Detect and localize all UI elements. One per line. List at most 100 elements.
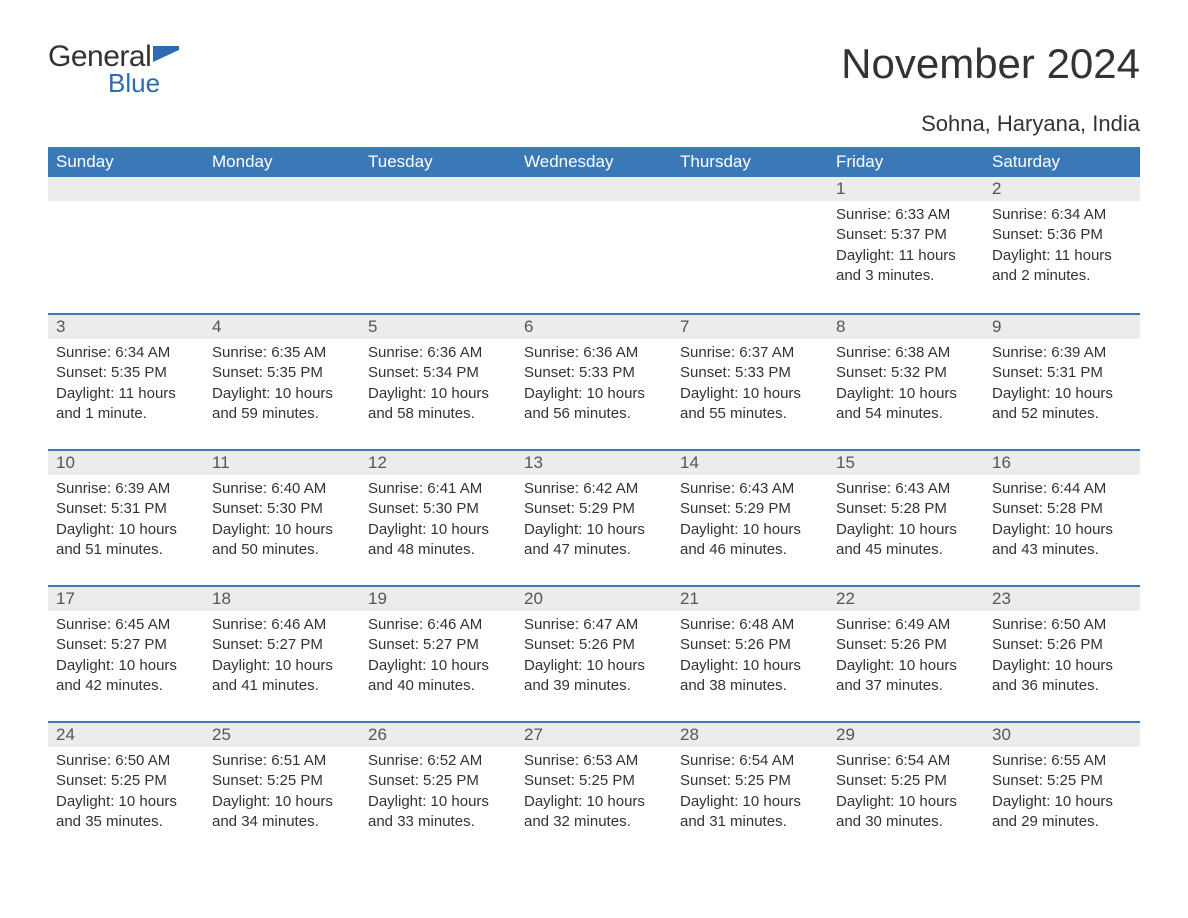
daylight-line: Daylight: 10 hours and 40 minutes. <box>368 656 508 697</box>
empty-day-header <box>360 177 516 201</box>
sunset-line: Sunset: 5:26 PM <box>992 635 1132 655</box>
location-label: Sohna, Haryana, India <box>48 111 1140 137</box>
daylight-line: Daylight: 10 hours and 47 minutes. <box>524 520 664 561</box>
calendar-cell: 17Sunrise: 6:45 AMSunset: 5:27 PMDayligh… <box>48 585 204 721</box>
calendar-cell: 22Sunrise: 6:49 AMSunset: 5:26 PMDayligh… <box>828 585 984 721</box>
daylight-line: Daylight: 10 hours and 30 minutes. <box>836 792 976 833</box>
sunrise-line: Sunrise: 6:39 AM <box>56 479 196 499</box>
calendar-cell: 15Sunrise: 6:43 AMSunset: 5:28 PMDayligh… <box>828 449 984 585</box>
day-number: 3 <box>48 313 204 339</box>
sunrise-line: Sunrise: 6:39 AM <box>992 343 1132 363</box>
sunset-line: Sunset: 5:36 PM <box>992 225 1132 245</box>
day-number: 28 <box>672 721 828 747</box>
calendar-cell <box>48 177 204 313</box>
calendar-cell: 21Sunrise: 6:48 AMSunset: 5:26 PMDayligh… <box>672 585 828 721</box>
day-number: 4 <box>204 313 360 339</box>
calendar-cell: 13Sunrise: 6:42 AMSunset: 5:29 PMDayligh… <box>516 449 672 585</box>
sunset-line: Sunset: 5:31 PM <box>56 499 196 519</box>
calendar-cell: 30Sunrise: 6:55 AMSunset: 5:25 PMDayligh… <box>984 721 1140 857</box>
day-number: 12 <box>360 449 516 475</box>
sunrise-line: Sunrise: 6:36 AM <box>368 343 508 363</box>
day-cell: 18Sunrise: 6:46 AMSunset: 5:27 PMDayligh… <box>204 585 360 702</box>
sunset-line: Sunset: 5:35 PM <box>56 363 196 383</box>
sunset-line: Sunset: 5:27 PM <box>368 635 508 655</box>
sunset-line: Sunset: 5:33 PM <box>680 363 820 383</box>
calendar-cell: 16Sunrise: 6:44 AMSunset: 5:28 PMDayligh… <box>984 449 1140 585</box>
day-number: 18 <box>204 585 360 611</box>
calendar-cell: 10 Sunrise: 6:39 AMSunset: 5:31 PMDayligh… <box>48 449 204 585</box>
calendar-cell: 20Sunrise: 6:47 AMSunset: 5:26 PMDayligh… <box>516 585 672 721</box>
day-number: 11 <box>204 449 360 475</box>
calendar-cell <box>516 177 672 313</box>
day-number: 15 <box>828 449 984 475</box>
daylight-line: Daylight: 10 hours and 54 minutes. <box>836 384 976 425</box>
daylight-line: Daylight: 10 hours and 32 minutes. <box>524 792 664 833</box>
sunrise-line: Sunrise: 6:34 AM <box>992 205 1132 225</box>
daylight-line: Daylight: 10 hours and 45 minutes. <box>836 520 976 561</box>
calendar-cell: 4 Sunrise: 6:35 AMSunset: 5:35 PMDaylight… <box>204 313 360 449</box>
day-cell: 6Sunrise: 6:36 AMSunset: 5:33 PMDaylight… <box>516 313 672 430</box>
sunset-line: Sunset: 5:25 PM <box>56 771 196 791</box>
day-number: 21 <box>672 585 828 611</box>
sunrise-line: Sunrise: 6:55 AM <box>992 751 1132 771</box>
calendar-cell: 6Sunrise: 6:36 AMSunset: 5:33 PMDaylight… <box>516 313 672 449</box>
daylight-line: Daylight: 10 hours and 51 minutes. <box>56 520 196 561</box>
daylight-line: Daylight: 10 hours and 37 minutes. <box>836 656 976 697</box>
daylight-line: Daylight: 10 hours and 48 minutes. <box>368 520 508 561</box>
calendar-cell: 5Sunrise: 6:36 AMSunset: 5:34 PMDaylight… <box>360 313 516 449</box>
day-cell: 16Sunrise: 6:44 AMSunset: 5:28 PMDayligh… <box>984 449 1140 566</box>
top-bar: General Blue November 2024 <box>48 40 1140 105</box>
day-number: 2 <box>984 177 1140 201</box>
sunset-line: Sunset: 5:35 PM <box>212 363 352 383</box>
calendar-cell: 18Sunrise: 6:46 AMSunset: 5:27 PMDayligh… <box>204 585 360 721</box>
calendar-week-row: 24Sunrise: 6:50 AMSunset: 5:25 PMDayligh… <box>48 721 1140 857</box>
sunset-line: Sunset: 5:28 PM <box>836 499 976 519</box>
sunset-line: Sunset: 5:28 PM <box>992 499 1132 519</box>
day-cell: 24Sunrise: 6:50 AMSunset: 5:25 PMDayligh… <box>48 721 204 838</box>
day-number: 1 <box>828 177 984 201</box>
day-cell: 22Sunrise: 6:49 AMSunset: 5:26 PMDayligh… <box>828 585 984 702</box>
daylight-line: Daylight: 10 hours and 39 minutes. <box>524 656 664 697</box>
sunrise-line: Sunrise: 6:46 AM <box>212 615 352 635</box>
sunset-line: Sunset: 5:25 PM <box>836 771 976 791</box>
empty-day-header <box>672 177 828 201</box>
sunrise-line: Sunrise: 6:40 AM <box>212 479 352 499</box>
calendar-body: 1Sunrise: 6:33 AMSunset: 5:37 PMDaylight… <box>48 177 1140 857</box>
daylight-line: Daylight: 10 hours and 55 minutes. <box>680 384 820 425</box>
sunrise-line: Sunrise: 6:53 AM <box>524 751 664 771</box>
sunrise-line: Sunrise: 6:51 AM <box>212 751 352 771</box>
sunset-line: Sunset: 5:27 PM <box>212 635 352 655</box>
daylight-line: Daylight: 10 hours and 36 minutes. <box>992 656 1132 697</box>
day-cell: 29Sunrise: 6:54 AMSunset: 5:25 PMDayligh… <box>828 721 984 838</box>
calendar-cell: 3 Sunrise: 6:34 AMSunset: 5:35 PMDaylight… <box>48 313 204 449</box>
calendar-cell: 8Sunrise: 6:38 AMSunset: 5:32 PMDaylight… <box>828 313 984 449</box>
sunset-line: Sunset: 5:32 PM <box>836 363 976 383</box>
sunset-line: Sunset: 5:26 PM <box>836 635 976 655</box>
day-cell: 11Sunrise: 6:40 AMSunset: 5:30 PMDayligh… <box>204 449 360 566</box>
daylight-line: Daylight: 11 hours and 1 minute. <box>56 384 196 425</box>
calendar-cell: 25Sunrise: 6:51 AMSunset: 5:25 PMDayligh… <box>204 721 360 857</box>
day-number: 30 <box>984 721 1140 747</box>
sunrise-line: Sunrise: 6:49 AM <box>836 615 976 635</box>
day-cell: 23Sunrise: 6:50 AMSunset: 5:26 PMDayligh… <box>984 585 1140 702</box>
sunset-line: Sunset: 5:25 PM <box>524 771 664 791</box>
weekday-header: Wednesday <box>516 147 672 177</box>
sunset-line: Sunset: 5:25 PM <box>992 771 1132 791</box>
day-cell: 4 Sunrise: 6:35 AMSunset: 5:35 PMDaylight… <box>204 313 360 430</box>
daylight-line: Daylight: 10 hours and 35 minutes. <box>56 792 196 833</box>
daylight-line: Daylight: 10 hours and 59 minutes. <box>212 384 352 425</box>
day-cell: 2Sunrise: 6:34 AMSunset: 5:36 PMDaylight… <box>984 177 1140 292</box>
sunrise-line: Sunrise: 6:41 AM <box>368 479 508 499</box>
calendar-cell <box>204 177 360 313</box>
day-number: 19 <box>360 585 516 611</box>
weekday-header: Thursday <box>672 147 828 177</box>
sunset-line: Sunset: 5:25 PM <box>212 771 352 791</box>
sunrise-line: Sunrise: 6:34 AM <box>56 343 196 363</box>
day-number: 17 <box>48 585 204 611</box>
calendar-cell: 29Sunrise: 6:54 AMSunset: 5:25 PMDayligh… <box>828 721 984 857</box>
calendar-table: SundayMondayTuesdayWednesdayThursdayFrid… <box>48 147 1140 857</box>
day-number: 9 <box>984 313 1140 339</box>
day-number: 23 <box>984 585 1140 611</box>
day-number: 10 <box>48 449 204 475</box>
sunrise-line: Sunrise: 6:35 AM <box>212 343 352 363</box>
